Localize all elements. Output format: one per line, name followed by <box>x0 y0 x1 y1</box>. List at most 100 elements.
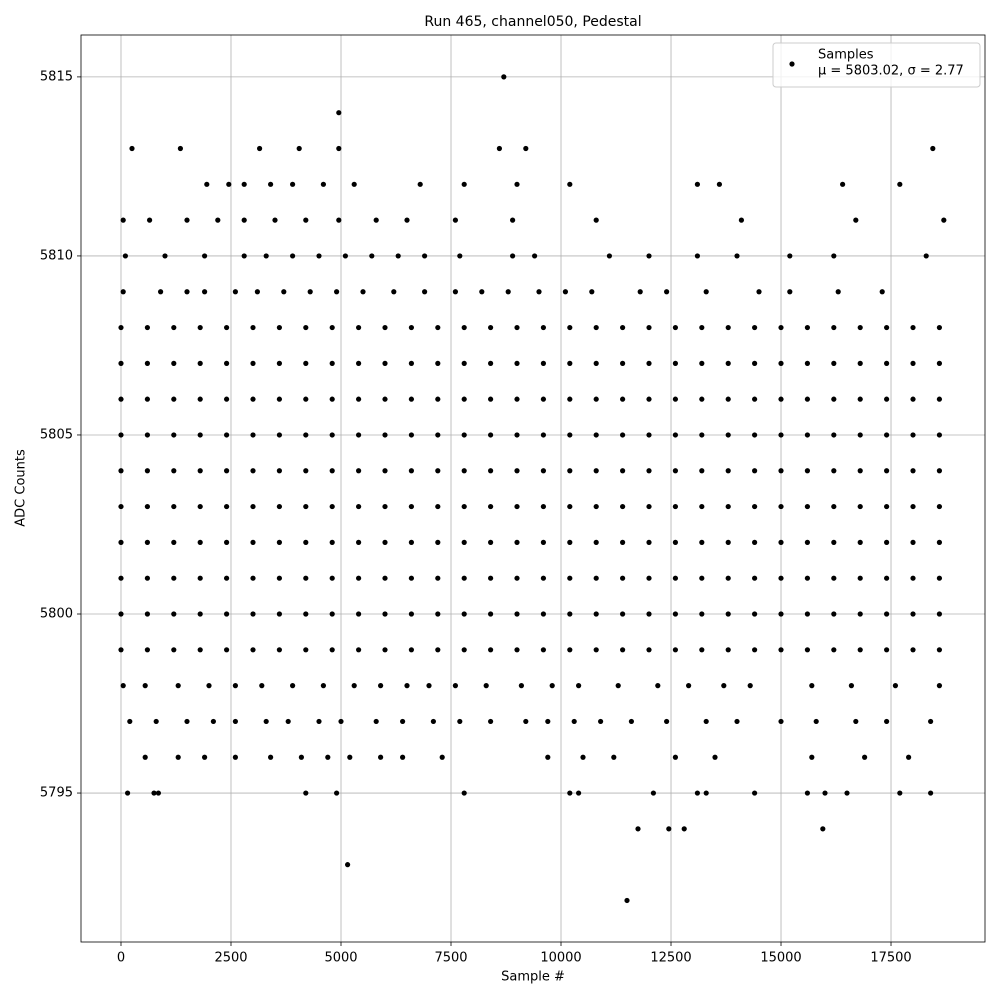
point <box>120 683 126 689</box>
point <box>646 611 652 617</box>
point <box>276 432 283 438</box>
point <box>778 539 784 545</box>
point <box>910 360 916 366</box>
point <box>752 611 758 617</box>
point <box>936 539 943 545</box>
point <box>936 575 943 581</box>
point <box>884 360 890 366</box>
point <box>593 468 599 474</box>
point <box>936 396 943 402</box>
point <box>316 253 322 259</box>
point <box>650 790 657 796</box>
point <box>223 432 230 438</box>
point <box>382 575 388 581</box>
point <box>408 432 415 438</box>
point <box>635 826 641 832</box>
point <box>936 324 943 331</box>
point <box>290 253 296 259</box>
point <box>804 575 811 581</box>
point <box>593 217 599 223</box>
point <box>831 324 837 331</box>
point <box>144 468 150 474</box>
point <box>171 611 177 617</box>
point <box>514 468 520 474</box>
point <box>408 396 415 402</box>
point <box>778 324 784 331</box>
point <box>672 539 679 545</box>
point <box>210 718 216 725</box>
point <box>699 575 705 581</box>
point <box>884 575 890 581</box>
point <box>378 683 384 689</box>
point <box>725 324 731 331</box>
point <box>241 253 247 259</box>
point <box>171 432 177 438</box>
point <box>223 396 230 402</box>
point <box>716 181 723 187</box>
point <box>514 432 520 438</box>
point <box>738 217 745 223</box>
point <box>593 539 599 545</box>
point <box>197 396 203 402</box>
point <box>567 611 573 617</box>
point <box>703 718 709 725</box>
point <box>540 647 547 653</box>
point <box>804 611 811 617</box>
point <box>430 718 437 725</box>
point <box>342 253 349 259</box>
x-tick-label: 17500 <box>870 951 911 966</box>
point <box>435 611 441 617</box>
point <box>201 754 208 760</box>
point <box>884 539 890 545</box>
point <box>204 181 210 187</box>
point <box>422 289 428 295</box>
point <box>857 432 863 438</box>
point <box>514 575 520 581</box>
point <box>725 611 731 617</box>
point <box>778 396 784 402</box>
point <box>510 217 516 223</box>
point <box>699 647 705 653</box>
point <box>593 360 599 366</box>
point <box>936 468 943 474</box>
point <box>175 754 181 760</box>
legend-marker <box>789 61 795 67</box>
point <box>171 324 177 331</box>
point <box>256 145 263 152</box>
point <box>699 432 705 438</box>
point <box>567 539 573 545</box>
point <box>144 432 150 438</box>
point <box>906 754 912 760</box>
point <box>936 360 943 366</box>
point <box>452 683 459 689</box>
point <box>223 539 230 545</box>
point <box>576 790 582 796</box>
point <box>646 253 652 259</box>
point <box>435 503 441 510</box>
point <box>184 289 190 295</box>
point <box>488 324 494 331</box>
point <box>620 647 626 653</box>
point <box>197 647 203 653</box>
point <box>382 468 388 474</box>
point <box>461 575 467 581</box>
point <box>226 181 232 187</box>
point <box>778 647 784 653</box>
point <box>250 611 256 617</box>
point <box>910 647 916 653</box>
point <box>351 683 357 689</box>
point <box>514 611 520 617</box>
point <box>290 683 296 689</box>
point <box>936 432 943 438</box>
point <box>118 324 124 331</box>
point <box>303 396 309 402</box>
point <box>580 754 586 760</box>
point <box>325 754 331 760</box>
point <box>250 539 256 545</box>
legend-note: μ = 5803.02, σ = 2.77 <box>818 64 964 79</box>
point <box>303 360 309 366</box>
point <box>155 790 161 796</box>
point <box>505 289 511 295</box>
point <box>435 324 441 331</box>
point <box>435 647 441 653</box>
